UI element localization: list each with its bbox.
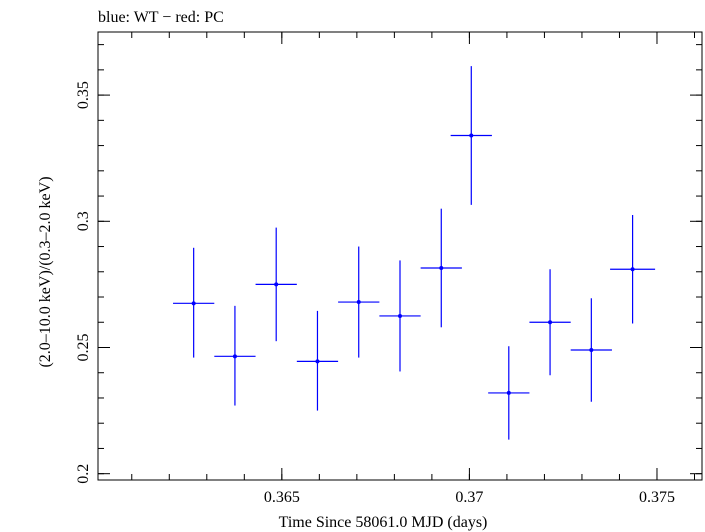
y-tick-label: 0.3: [75, 211, 92, 231]
x-axis-ticks: 0.365 0.37 0.375: [131, 32, 695, 506]
data-marker: [548, 320, 553, 325]
data-marker: [232, 354, 237, 359]
data-marker: [315, 359, 320, 364]
x-tick-label: 0.365: [264, 489, 300, 506]
data-point: [173, 247, 215, 358]
y-tick-label: 0.2: [75, 464, 92, 484]
y-tick-label: 0.25: [75, 333, 92, 361]
data-point: [529, 269, 571, 376]
data-marker: [506, 390, 511, 395]
data-marker: [191, 301, 196, 306]
data-point: [338, 246, 380, 358]
x-tick-label: 0.37: [455, 489, 483, 506]
data-marker: [469, 133, 474, 138]
x-tick-label: 0.375: [639, 489, 675, 506]
y-axis-label: (2.0–10.0 keV)/(0.3–2.0 keV): [37, 176, 54, 367]
data-marker: [274, 282, 279, 287]
chart-title: blue: WT − red: PC: [98, 9, 224, 26]
data-points-layer: [173, 66, 656, 440]
data-marker: [589, 348, 594, 353]
data-point: [255, 227, 297, 342]
data-point: [379, 260, 421, 372]
y-tick-label: 0.35: [75, 81, 92, 109]
data-point: [214, 305, 256, 406]
data-point: [296, 310, 339, 411]
data-point: [610, 214, 656, 324]
data-marker: [398, 313, 402, 318]
data-point: [420, 208, 462, 328]
data-point: [450, 66, 492, 205]
plot-frame: [97, 31, 703, 481]
y-axis-ticks: 0.2 0.25 0.3 0.35: [75, 44, 702, 484]
data-marker: [356, 300, 361, 305]
data-marker: [630, 267, 635, 272]
x-axis-label: Time Since 58061.0 MJD (days): [279, 514, 488, 531]
data-marker: [439, 265, 444, 270]
data-point: [570, 298, 612, 402]
data-point: [488, 346, 530, 440]
